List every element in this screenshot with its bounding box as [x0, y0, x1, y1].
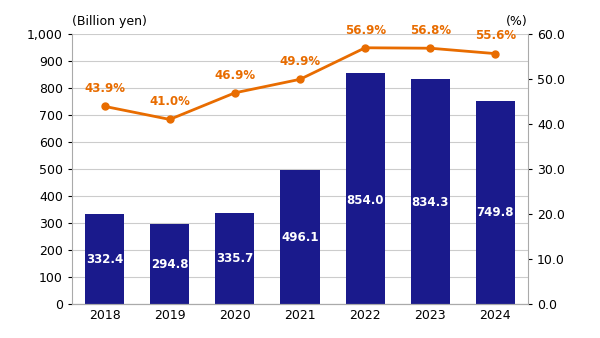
- Text: 41.0%: 41.0%: [149, 95, 190, 108]
- Bar: [476, 101, 515, 304]
- Bar: [215, 213, 254, 304]
- Bar: [411, 79, 450, 304]
- Text: 46.9%: 46.9%: [214, 69, 256, 81]
- Text: 55.6%: 55.6%: [475, 29, 516, 42]
- Text: 56.8%: 56.8%: [410, 24, 451, 37]
- Text: (Billion yen): (Billion yen): [72, 16, 147, 28]
- Text: 749.8: 749.8: [476, 207, 514, 219]
- Text: 56.9%: 56.9%: [344, 24, 386, 37]
- Text: 43.9%: 43.9%: [84, 82, 125, 95]
- Text: 335.7: 335.7: [216, 252, 253, 265]
- Bar: [150, 224, 189, 304]
- Text: (%): (%): [506, 16, 528, 28]
- Text: 294.8: 294.8: [151, 258, 188, 271]
- Bar: [85, 214, 124, 304]
- Bar: [280, 170, 320, 304]
- Text: 49.9%: 49.9%: [280, 55, 320, 68]
- Text: 332.4: 332.4: [86, 253, 123, 266]
- Text: 496.1: 496.1: [281, 231, 319, 244]
- Text: 854.0: 854.0: [346, 194, 384, 207]
- Bar: [346, 73, 385, 304]
- Text: 834.3: 834.3: [412, 196, 449, 209]
